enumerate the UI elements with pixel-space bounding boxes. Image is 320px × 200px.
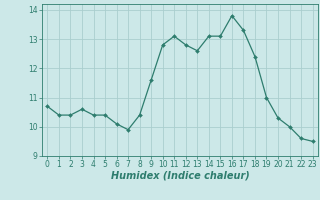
X-axis label: Humidex (Indice chaleur): Humidex (Indice chaleur): [111, 171, 249, 181]
